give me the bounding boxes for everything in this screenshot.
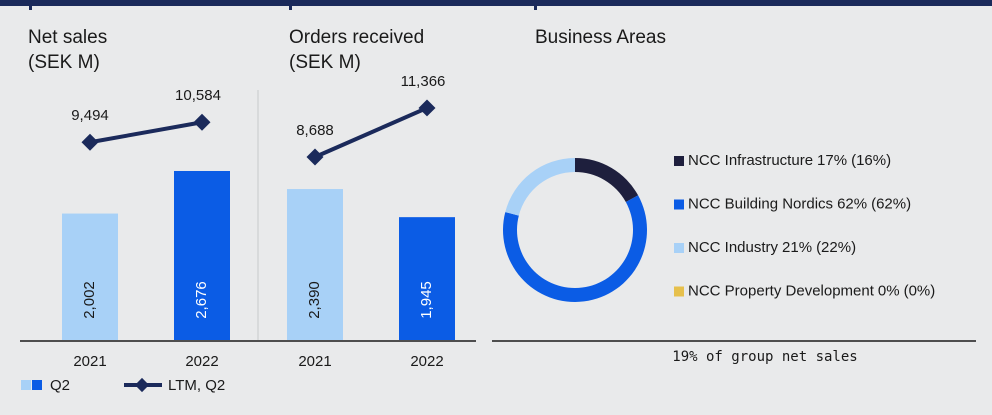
legend-text: 17%: [817, 152, 847, 169]
line: [89, 120, 203, 145]
data-label: 2,002: [81, 281, 98, 319]
chart-title: Orders received: [289, 27, 424, 48]
bar: [62, 213, 118, 340]
donut-segment: [575, 158, 639, 203]
legend-swatch: [674, 243, 684, 253]
legend-swatch: [21, 380, 31, 390]
legend-text: (16%): [851, 152, 891, 169]
data-label: 10,584: [175, 87, 221, 104]
data-label: 8,688: [296, 122, 334, 139]
legend-label: NCC Infrastructure 17% (16%): [688, 152, 891, 169]
footnote: 19% of group net sales: [672, 349, 857, 365]
data-label: 9,494: [71, 107, 109, 124]
data-label: 2,390: [306, 281, 323, 319]
chart-title: Net sales: [28, 27, 107, 48]
legend-text: (62%): [871, 195, 911, 212]
data-label: 2,676: [193, 281, 210, 319]
data-label: 1,945: [418, 281, 435, 319]
legend-label: LTM, Q2: [168, 377, 225, 394]
legend-swatch: [32, 380, 42, 390]
legend-text: 21%: [782, 239, 812, 256]
bar: [287, 189, 343, 340]
x-tick-label: 2022: [185, 353, 218, 370]
legend-swatch: [674, 156, 684, 166]
legend-marker: [134, 377, 150, 393]
top-bar: [0, 0, 992, 6]
chart-subtitle: (SEK M): [289, 52, 361, 73]
donut-segment: [505, 158, 575, 216]
legend-text: NCC Industry: [688, 239, 779, 256]
marker: [193, 113, 211, 131]
donut-segment: [502, 195, 647, 302]
marker: [81, 133, 99, 151]
legend-text: (22%): [816, 239, 856, 256]
top-tick: [289, 6, 292, 10]
bar: [399, 217, 455, 340]
marker: [418, 99, 436, 117]
legend-text: NCC Infrastructure: [688, 152, 813, 169]
legend-text: 62%: [837, 195, 867, 212]
chart-title: Business Areas: [535, 27, 666, 48]
x-tick-label: 2021: [73, 353, 106, 370]
data-label: 11,366: [401, 73, 446, 90]
legend-swatch: [674, 286, 684, 297]
x-tick-label: 2021: [298, 353, 331, 370]
legend-text: (0%): [904, 282, 936, 299]
legend-text: NCC Property Development: [688, 282, 875, 299]
legend-label: NCC Industry 21% (22%): [688, 239, 856, 256]
top-tick: [534, 6, 537, 10]
top-tick: [29, 6, 32, 10]
bar: [174, 170, 230, 340]
legend-label: NCC Building Nordics 62% (62%): [688, 195, 911, 212]
marker: [306, 148, 324, 166]
legend-text: 0%: [878, 282, 900, 299]
x-tick-label: 2022: [410, 353, 443, 370]
legend-text: NCC Building Nordics: [688, 195, 833, 212]
legend-label: NCC Property Development 0% (0%): [688, 282, 935, 299]
legend-label: Q2: [50, 377, 70, 394]
chart-subtitle: (SEK M): [28, 52, 100, 73]
legend-swatch: [674, 199, 684, 210]
line: [314, 106, 428, 159]
